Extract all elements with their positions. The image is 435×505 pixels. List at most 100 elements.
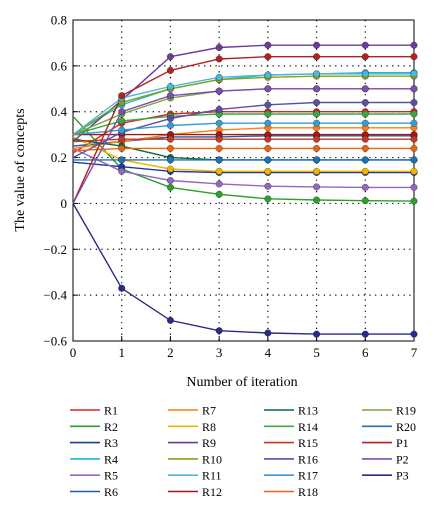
data-point-p1 (410, 53, 418, 61)
data-point-r15 (410, 135, 418, 143)
legend-item-r18: R18 (264, 485, 318, 499)
data-point-r8 (410, 167, 418, 175)
legend-item-r11: R11 (168, 469, 222, 483)
data-point-r2 (264, 195, 272, 203)
legend-item-r13: R13 (264, 404, 318, 418)
legend-item-r14: R14 (264, 420, 318, 434)
series-lines (72, 44, 415, 335)
legend-item-r3: R3 (70, 436, 118, 450)
legend-label: R4 (104, 452, 118, 466)
legend-label: P1 (396, 436, 409, 450)
data-point-r8 (167, 165, 174, 173)
data-point-r17 (410, 119, 418, 127)
data-point-r14 (264, 110, 272, 118)
data-point-p1 (167, 67, 174, 74)
series-line-r10 (72, 75, 414, 136)
legend-label: R17 (298, 469, 318, 483)
data-point-r20 (118, 156, 126, 164)
data-point-p3 (361, 330, 369, 338)
y-tick-label: 0.8 (51, 13, 67, 28)
y-tick-label: 0.4 (51, 104, 68, 119)
legend-item-r12: R12 (168, 485, 222, 499)
data-point-p2 (361, 85, 369, 93)
legend-label: R12 (202, 485, 222, 499)
data-point-r2 (361, 197, 369, 205)
legend-label: R14 (298, 420, 318, 434)
series-line-r7 (72, 127, 414, 150)
y-tick-label: 0.6 (51, 58, 68, 73)
legend-label: P3 (396, 469, 409, 483)
data-point-r17 (264, 119, 272, 127)
y-tick-label: 0 (61, 196, 68, 211)
x-tick-label: 0 (70, 345, 77, 360)
data-point-r18 (264, 144, 272, 152)
data-point-p2 (264, 85, 272, 93)
data-point-p3 (410, 330, 418, 338)
data-point-r11 (410, 70, 418, 78)
legend-label: R3 (104, 436, 118, 450)
data-point-r18 (215, 144, 223, 152)
data-point-r16 (410, 99, 418, 106)
data-point-r11 (313, 70, 320, 78)
data-point-r17 (167, 122, 174, 129)
legend-item-p2: P2 (362, 452, 409, 466)
series-line-p1 (72, 56, 414, 204)
data-point-r14 (361, 110, 369, 118)
legend-item-r7: R7 (168, 404, 216, 418)
data-points (118, 41, 418, 338)
data-point-r9 (361, 41, 369, 49)
data-point-p3 (313, 330, 320, 338)
data-point-r16 (313, 99, 320, 106)
data-point-r18 (410, 144, 418, 152)
data-point-r11 (361, 70, 369, 78)
data-point-r17 (313, 119, 320, 127)
data-point-r17 (118, 126, 126, 134)
legend-label: R11 (202, 469, 222, 483)
data-point-r2 (215, 190, 223, 198)
data-point-r2 (410, 197, 418, 205)
data-point-p2 (410, 85, 418, 93)
data-point-r9 (167, 53, 174, 61)
legend-label: R15 (298, 436, 318, 450)
data-point-r2 (167, 183, 174, 191)
data-point-r5 (410, 183, 418, 191)
data-point-r20 (410, 156, 418, 164)
data-point-r15 (264, 135, 272, 143)
legend-label: R9 (202, 436, 216, 450)
legend-item-r1: R1 (70, 404, 118, 418)
series-line-r14 (72, 113, 414, 136)
series-line-r17 (72, 122, 414, 136)
legend-label: R8 (202, 420, 216, 434)
legend-label: R19 (396, 404, 416, 418)
data-point-r9 (215, 44, 223, 51)
y-tick-label: −0.6 (43, 334, 67, 349)
axis-ticks: 0 1 2 3 4 5 6 7 0.8 0.6 0.4 0.2 0 −0.2 −0.4 −0.6 (43, 13, 417, 361)
data-point-r18 (313, 144, 320, 152)
y-axis-label: The value of concepts (13, 108, 28, 231)
data-point-r8 (264, 167, 272, 175)
data-point-r9 (313, 41, 320, 49)
data-point-r5 (264, 182, 272, 190)
series-line-r8 (72, 136, 414, 173)
data-point-r17 (215, 119, 223, 127)
data-point-r9 (410, 41, 418, 49)
legend-label: R6 (104, 485, 118, 499)
legend-item-r20: R20 (362, 420, 416, 434)
legend-item-r17: R17 (264, 469, 318, 483)
data-point-p2 (118, 108, 126, 116)
data-point-p2 (215, 87, 223, 95)
data-point-r9 (264, 41, 272, 49)
y-tick-label: −0.4 (43, 288, 67, 303)
series-line-r11 (72, 73, 414, 136)
data-point-r18 (118, 144, 126, 152)
legend-label: R16 (298, 452, 318, 466)
x-tick-label: 3 (216, 345, 223, 360)
series-line-p2 (72, 88, 414, 204)
legend-label: P2 (396, 452, 409, 466)
legend-item-r16: R16 (264, 452, 318, 466)
x-tick-label: 5 (313, 345, 320, 360)
legend-item-r15: R15 (264, 436, 318, 450)
series-line-r5 (72, 147, 414, 189)
data-point-r20 (361, 156, 369, 164)
series-line-r3 (72, 161, 414, 174)
